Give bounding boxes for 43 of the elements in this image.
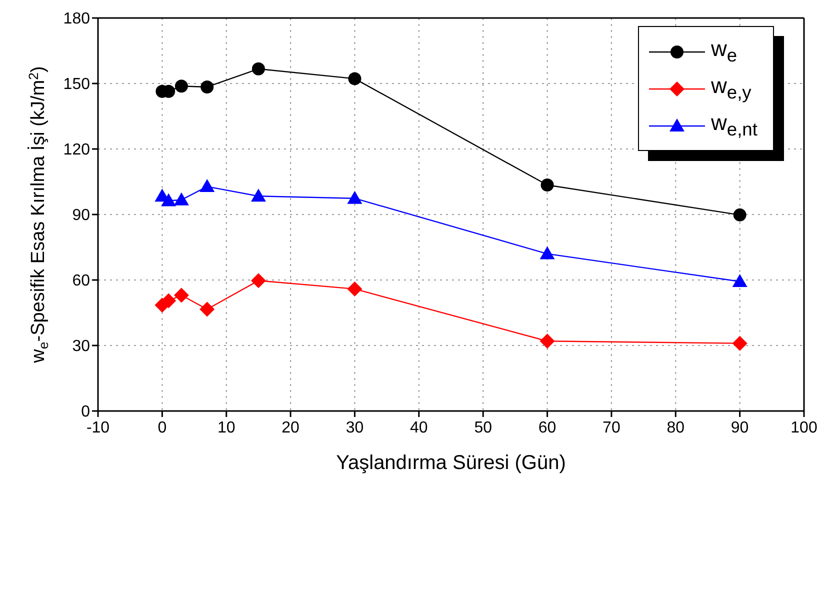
x-tick-label: 40 <box>410 419 428 436</box>
x-tick-label: 50 <box>474 419 492 436</box>
point <box>200 179 215 192</box>
y-tick-label: 90 <box>72 207 90 224</box>
x-tick-label: 100 <box>790 419 818 436</box>
point <box>733 208 746 222</box>
x-tick-label: 80 <box>666 419 685 436</box>
point <box>174 288 189 303</box>
point <box>161 293 176 308</box>
x-tick-label: 60 <box>538 419 556 436</box>
point <box>200 302 215 317</box>
y-tick-label: 60 <box>72 272 90 290</box>
x-tick-label: 0 <box>158 419 167 436</box>
x-tick-label: 30 <box>346 419 364 436</box>
y-tick-label: 0 <box>81 404 90 421</box>
point <box>732 274 748 288</box>
y-tick-label: 150 <box>63 76 90 94</box>
point <box>348 72 362 86</box>
point <box>200 80 214 94</box>
x-tick-label: 20 <box>282 419 300 436</box>
point <box>732 336 748 351</box>
x-tick-label: -10 <box>86 419 110 436</box>
point <box>250 188 266 202</box>
legend-label: w$_{e,y}$ <box>711 73 752 104</box>
point <box>347 190 362 204</box>
y-tick-label: 120 <box>63 142 90 159</box>
point <box>347 281 362 296</box>
x-tick-label: 10 <box>217 419 236 436</box>
y-tick-label: 30 <box>72 338 90 356</box>
point <box>161 193 176 206</box>
x-axis-title: Yaşlandırma Süresi (Gün) <box>336 452 566 474</box>
point <box>174 80 188 93</box>
x-tick-label: 90 <box>730 419 749 436</box>
point <box>250 273 266 288</box>
x-tick-label: 70 <box>602 419 620 436</box>
legend-label: w$_{e,nt}$ <box>711 110 758 141</box>
point <box>174 192 189 206</box>
point <box>252 62 265 76</box>
legend-label: w$_{e}$ <box>711 36 738 67</box>
point <box>540 178 554 192</box>
point <box>540 246 555 260</box>
y-tick-label: 180 <box>63 10 90 28</box>
point <box>540 334 555 349</box>
